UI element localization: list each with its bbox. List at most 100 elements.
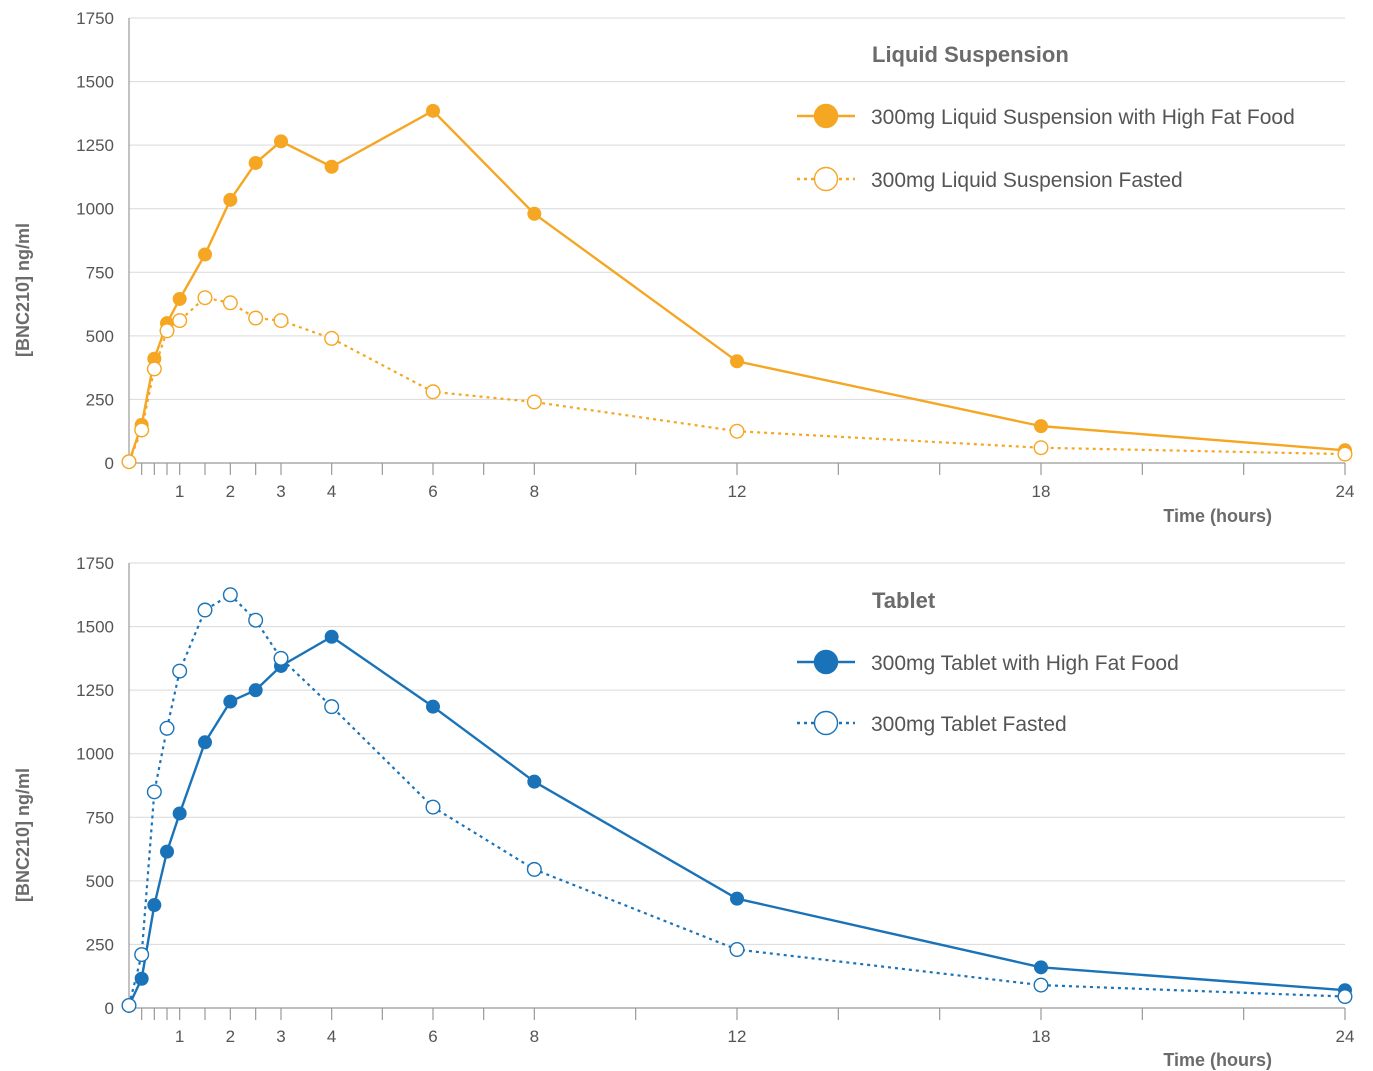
data-point: [1337, 989, 1353, 1005]
data-point: [729, 423, 745, 439]
x-tick-label: 1: [175, 1027, 184, 1046]
data-point: [527, 206, 542, 221]
y-tick-label: 500: [86, 327, 114, 346]
y-tick-label: 0: [105, 999, 114, 1018]
data-point: [324, 699, 340, 715]
x-tick-label: 12: [728, 482, 747, 501]
data-point: [198, 247, 212, 262]
x-tick-label: 24: [1336, 1027, 1355, 1046]
data-point: [146, 361, 162, 377]
data-point: [730, 354, 744, 369]
data-point: [248, 155, 263, 170]
x-tick-label: 8: [530, 482, 539, 501]
y-tick-label: 1500: [76, 618, 114, 637]
data-point: [198, 735, 212, 750]
data-point: [426, 699, 440, 714]
y-axis-title: [BNC210] ng/ml: [13, 768, 33, 902]
data-point: [121, 454, 137, 470]
y-tick-label: 250: [86, 390, 114, 409]
series-0: [122, 103, 1352, 469]
data-point: [425, 384, 441, 400]
data-point: [172, 291, 187, 306]
y-tick-label: 250: [86, 935, 114, 954]
data-point: [1033, 977, 1049, 993]
y-axis-title: [BNC210] ng/ml: [13, 223, 33, 357]
data-point: [526, 861, 542, 877]
data-point: [134, 422, 150, 438]
data-point: [172, 806, 187, 821]
data-point: [222, 295, 238, 311]
x-tick-label: 3: [276, 1027, 285, 1046]
legend-entry-1: 300mg Tablet Fasted: [797, 710, 1067, 736]
x-axis-title: Time (hours): [1163, 1050, 1272, 1070]
series-line: [127, 296, 1346, 463]
y-tick-label: 1250: [76, 681, 114, 700]
data-point: [425, 799, 441, 815]
axes: [128, 563, 1346, 1020]
x-tick-label: 1: [175, 482, 184, 501]
gridlines: [129, 17, 1345, 400]
legend-entry-0: 300mg Liquid Suspension with High Fat Fo…: [797, 103, 1295, 129]
y-tick-label: 750: [86, 808, 114, 827]
x-tick-label: 12: [728, 1027, 747, 1046]
x-tick-label: 3: [276, 482, 285, 501]
data-point: [1033, 440, 1049, 456]
chart-title: Tablet: [872, 588, 936, 613]
x-tick-label: 24: [1336, 482, 1355, 501]
data-point: [248, 683, 263, 698]
y-tick-label: 1750: [76, 9, 114, 28]
data-point: [121, 997, 137, 1013]
x-tick-label: 2: [226, 1027, 235, 1046]
y-tick-label: 1750: [76, 554, 114, 573]
data-point: [223, 694, 238, 709]
data-point: [134, 947, 150, 963]
data-point: [426, 103, 440, 118]
data-point: [274, 134, 288, 149]
legend-marker: [813, 103, 839, 129]
y-tick-label: 1000: [76, 745, 114, 764]
data-point: [160, 844, 174, 859]
data-point: [223, 192, 238, 207]
legend-marker: [813, 649, 839, 675]
data-point: [197, 602, 213, 618]
legend-entry-1: 300mg Liquid Suspension Fasted: [797, 166, 1183, 192]
data-point: [324, 330, 340, 346]
data-point: [1034, 419, 1048, 434]
data-point: [527, 774, 542, 789]
data-point: [248, 612, 264, 628]
series-0: [122, 629, 1352, 1013]
x-tick-label: 4: [327, 1027, 336, 1046]
y-tick-label: 0: [105, 454, 114, 473]
x-tick-label: 6: [428, 1027, 437, 1046]
x-tick-label: 18: [1032, 482, 1051, 501]
series-line: [127, 109, 1346, 463]
data-point: [134, 971, 149, 986]
gridlines: [129, 562, 1345, 945]
legend-label: 300mg Liquid Suspension with High Fat Fo…: [871, 106, 1295, 129]
data-point: [172, 313, 188, 329]
data-point: [222, 587, 238, 603]
y-tick-label: 500: [86, 872, 114, 891]
legend-label: 300mg Liquid Suspension Fasted: [871, 169, 1183, 192]
data-point: [147, 898, 162, 913]
data-point: [146, 784, 162, 800]
data-point: [273, 313, 289, 329]
axes: [128, 18, 1346, 475]
series-1: [121, 587, 1353, 1013]
legend-marker: [813, 710, 839, 736]
data-point: [729, 942, 745, 958]
x-tick-label: 6: [428, 482, 437, 501]
data-point: [273, 650, 289, 666]
y-tick-label: 1000: [76, 200, 114, 219]
series-1: [121, 290, 1353, 470]
chart-title: Liquid Suspension: [872, 42, 1069, 67]
data-point: [324, 629, 339, 644]
legend-marker: [813, 166, 839, 192]
legend-label: 300mg Tablet with High Fat Food: [871, 652, 1179, 675]
data-point: [159, 720, 175, 736]
legend-label: 300mg Tablet Fasted: [871, 713, 1067, 736]
y-tick-label: 1500: [76, 73, 114, 92]
